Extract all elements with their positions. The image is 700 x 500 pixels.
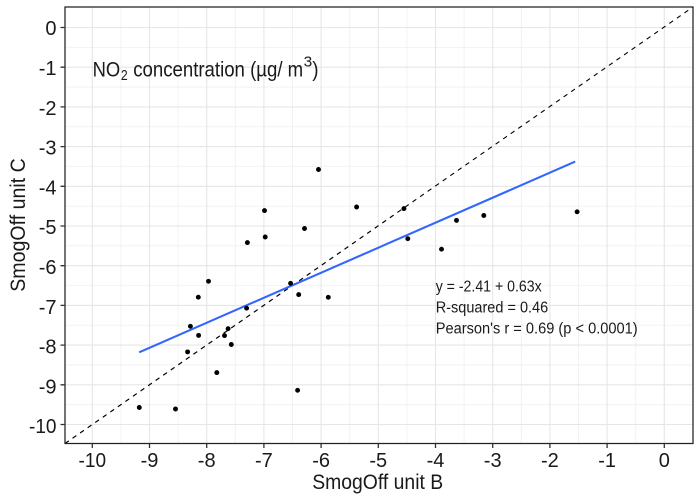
svg-text:-5: -5 xyxy=(39,217,57,239)
svg-text:y = -2.41 + 0.63x: y = -2.41 + 0.63x xyxy=(436,278,542,295)
svg-text:-7: -7 xyxy=(255,450,273,472)
svg-text:0: 0 xyxy=(45,18,56,40)
svg-text:-9: -9 xyxy=(39,376,57,398)
svg-text:SmogOff unit B: SmogOff unit B xyxy=(312,470,443,494)
svg-text:-2: -2 xyxy=(541,450,559,472)
svg-text:NO: NO xyxy=(93,58,121,81)
svg-text:-2: -2 xyxy=(39,98,57,120)
svg-text:-8: -8 xyxy=(39,337,57,359)
svg-text:): ) xyxy=(312,58,318,81)
svg-text:concentration (µg/ m: concentration (µg/ m xyxy=(133,58,303,81)
svg-text:0: 0 xyxy=(659,450,670,472)
svg-text:SmogOff unit C: SmogOff unit C xyxy=(6,158,30,292)
svg-text:-4: -4 xyxy=(427,450,445,472)
svg-text:3: 3 xyxy=(304,54,313,71)
svg-text:-10: -10 xyxy=(29,416,57,438)
svg-text:-3: -3 xyxy=(39,138,57,160)
svg-text:-5: -5 xyxy=(369,450,387,472)
svg-text:Pearson's r = 0.69 (p < 0.0001: Pearson's r = 0.69 (p < 0.0001) xyxy=(436,320,638,337)
svg-text:-8: -8 xyxy=(198,450,216,472)
svg-text:-10: -10 xyxy=(79,450,107,472)
svg-text:-1: -1 xyxy=(598,450,616,472)
svg-text:-7: -7 xyxy=(39,297,57,319)
svg-text:2: 2 xyxy=(121,67,128,84)
svg-text:-6: -6 xyxy=(312,450,330,472)
svg-text:-3: -3 xyxy=(484,450,502,472)
svg-text:-1: -1 xyxy=(39,58,57,80)
svg-text:R-squared = 0.46: R-squared = 0.46 xyxy=(436,299,549,316)
svg-text:-9: -9 xyxy=(141,450,159,472)
svg-text:-6: -6 xyxy=(39,257,57,279)
svg-text:-4: -4 xyxy=(39,177,57,199)
